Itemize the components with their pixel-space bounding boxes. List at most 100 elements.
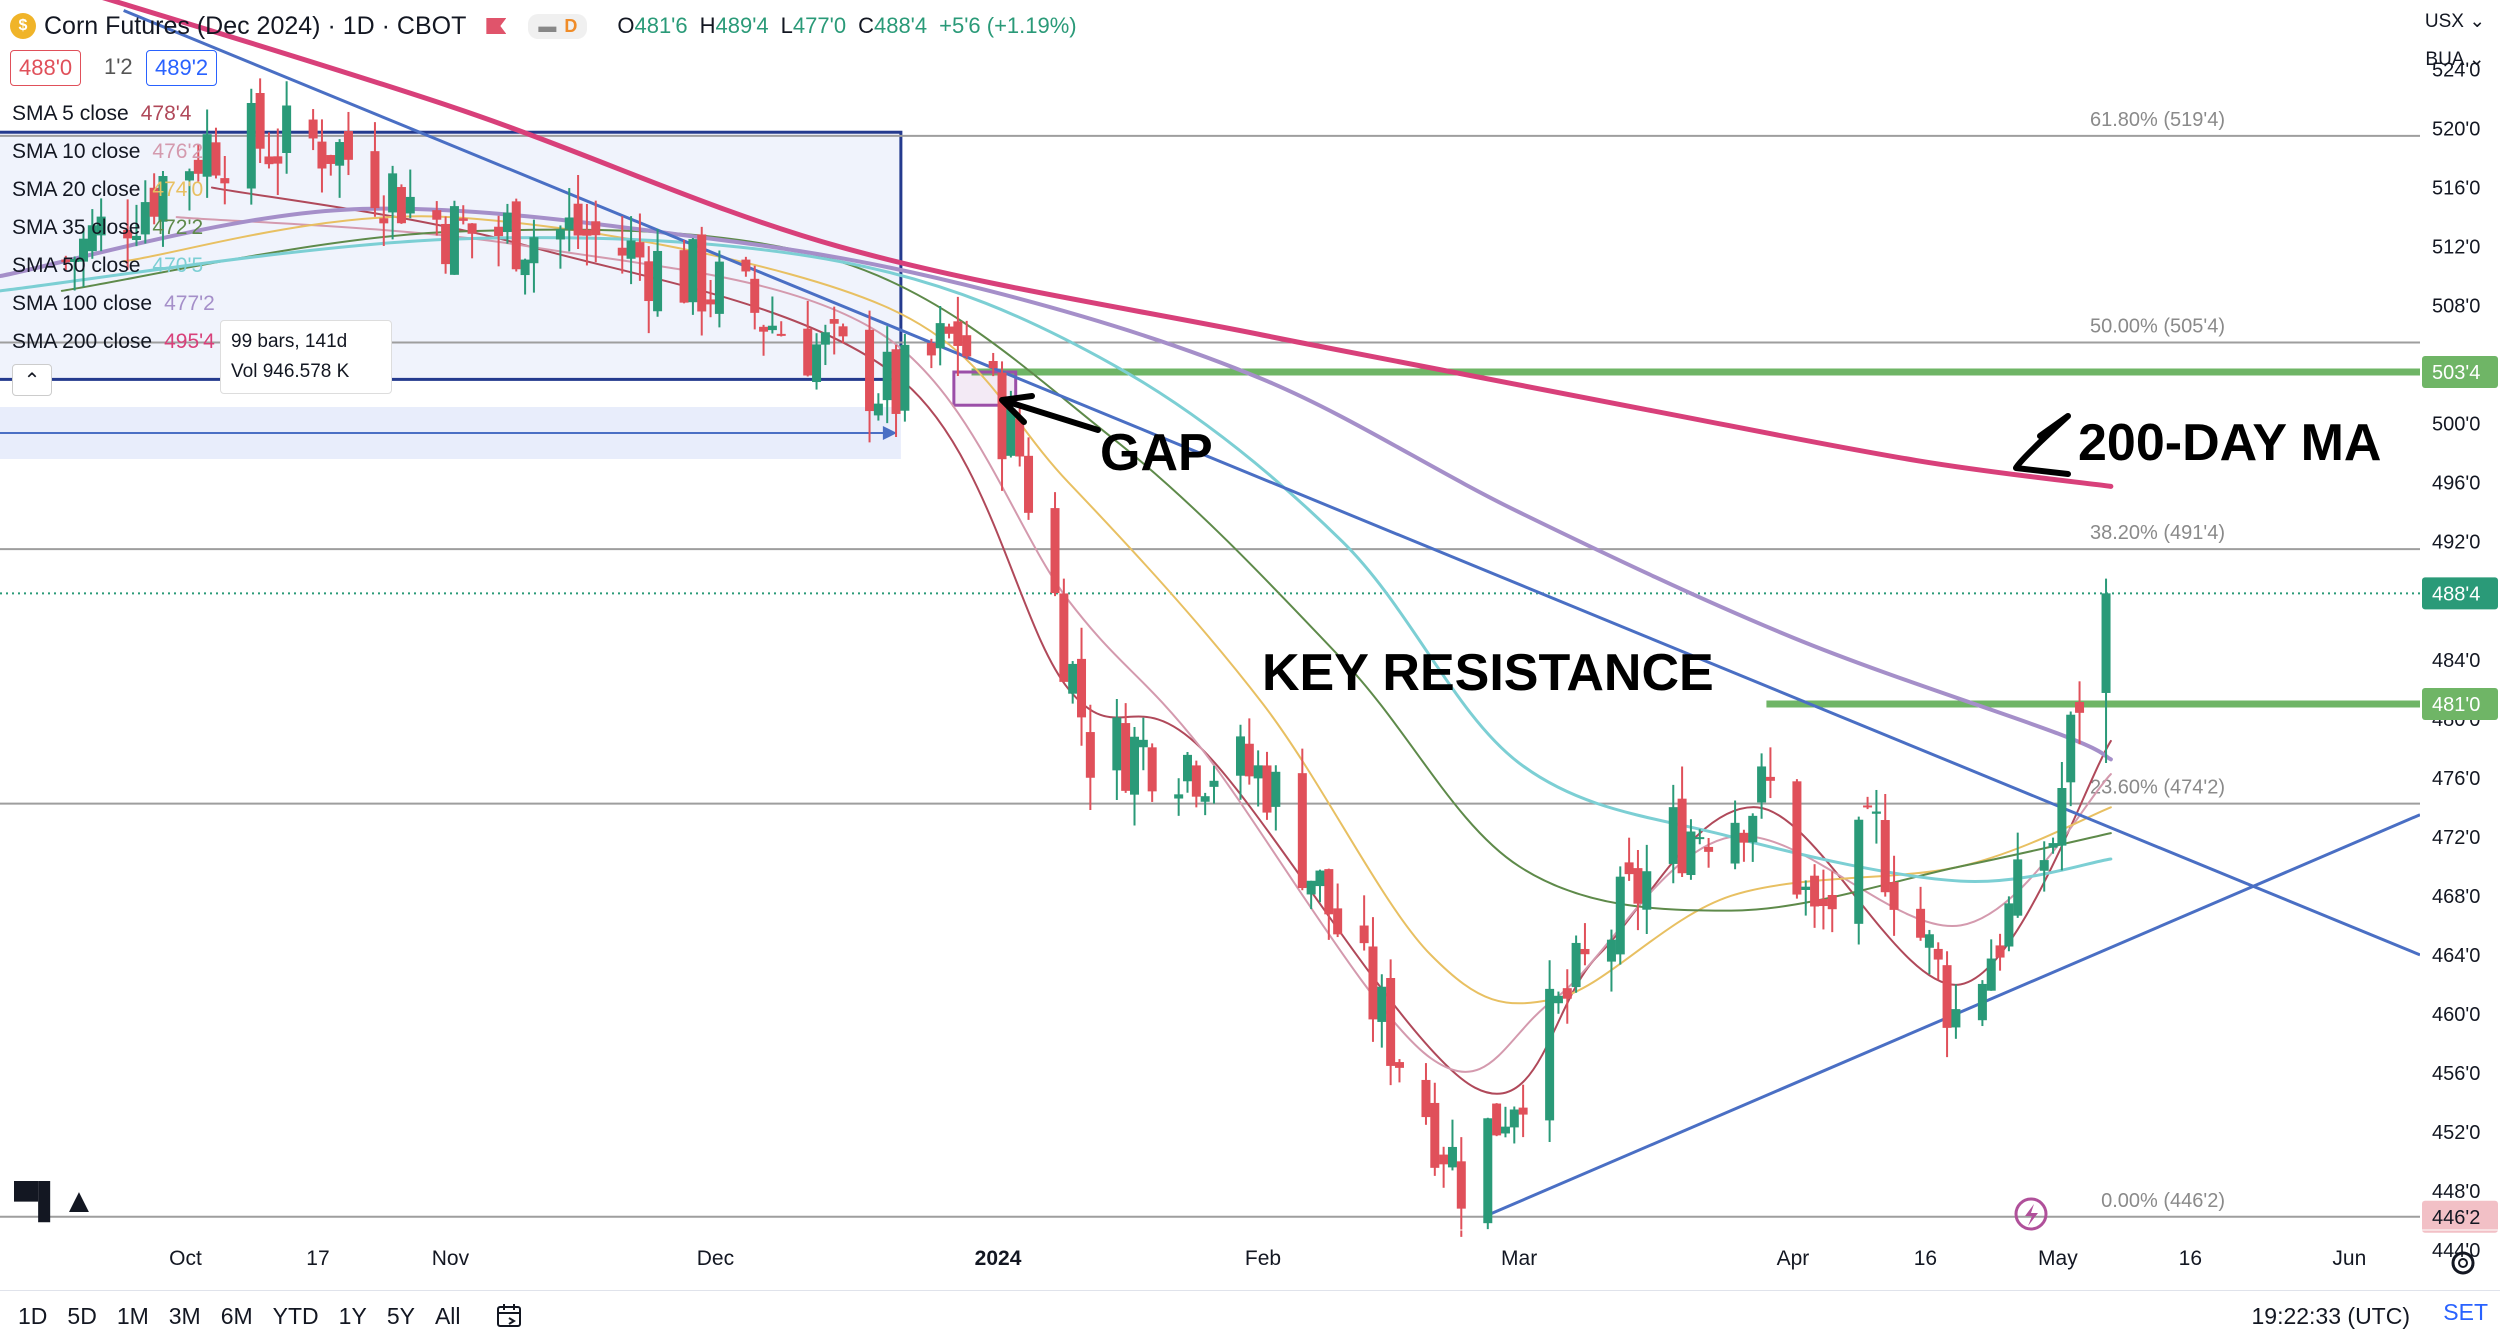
candle-body[interactable] <box>1500 1126 1510 1134</box>
candle-body[interactable] <box>1509 1109 1519 1128</box>
candle-body[interactable] <box>2004 903 2014 947</box>
candle-body[interactable] <box>1253 765 1263 779</box>
candle-body[interactable] <box>1235 736 1245 776</box>
candle-body[interactable] <box>697 234 707 312</box>
candle-body[interactable] <box>1439 1154 1449 1165</box>
candle-body[interactable] <box>626 240 636 259</box>
candle-body[interactable] <box>1977 983 1987 1021</box>
candle-body[interactable] <box>1359 925 1369 944</box>
candle-body[interactable] <box>1174 794 1184 799</box>
candle-body[interactable] <box>882 351 892 401</box>
candle-body[interactable] <box>953 321 963 346</box>
sma-legend-item[interactable]: SMA 5 close 478'4 <box>12 102 191 126</box>
candle-body[interactable] <box>653 250 663 312</box>
candle-body[interactable] <box>1377 986 1387 1022</box>
candle-body[interactable] <box>1810 875 1820 907</box>
candle-body[interactable] <box>388 173 398 213</box>
candle-body[interactable] <box>1606 939 1616 962</box>
candle-body[interactable] <box>812 344 822 383</box>
candle-body[interactable] <box>2057 787 2067 846</box>
candle-body[interactable] <box>282 105 292 153</box>
candle-body[interactable] <box>1050 508 1060 594</box>
candle-body[interactable] <box>396 187 406 224</box>
tradingview-logo[interactable]: ▀▌▲ <box>14 1181 96 1223</box>
sma-legend-item[interactable]: SMA 35 close 472'2 <box>12 216 203 240</box>
sma-legend-item[interactable]: SMA 10 close 476'2 <box>12 140 203 164</box>
candle-body[interactable] <box>1518 1107 1528 1115</box>
candle-body[interactable] <box>511 201 521 270</box>
candle-body[interactable] <box>2066 714 2076 783</box>
candle-body[interactable] <box>405 196 415 214</box>
candle-body[interactable] <box>944 326 954 334</box>
candle-body[interactable] <box>1430 1102 1440 1168</box>
candle-body[interactable] <box>1545 988 1555 1121</box>
candle-body[interactable] <box>1704 846 1714 852</box>
candle-body[interactable] <box>1015 418 1025 457</box>
candle-body[interactable] <box>776 333 786 336</box>
candle-body[interactable] <box>1059 593 1069 682</box>
candle-body[interactable] <box>149 187 159 217</box>
candle-body[interactable] <box>326 155 336 164</box>
settlement-button[interactable]: SET <box>2443 1299 2488 1325</box>
candle-body[interactable] <box>379 218 389 224</box>
candle-body[interactable] <box>317 141 327 169</box>
candle-body[interactable] <box>1244 743 1254 777</box>
candle-body[interactable] <box>96 216 106 236</box>
candle-body[interactable] <box>838 326 848 337</box>
candle-body[interactable] <box>123 229 133 239</box>
candle-body[interactable] <box>1757 766 1767 803</box>
timeframe-button[interactable]: YTD <box>272 1302 319 1329</box>
candle-body[interactable] <box>617 247 627 256</box>
candle-body[interactable] <box>529 237 539 264</box>
candle-body[interactable] <box>679 250 689 303</box>
candle-body[interactable] <box>1624 862 1634 875</box>
candle-body[interactable] <box>1571 942 1581 988</box>
timeframe-button[interactable]: 1D <box>18 1302 48 1329</box>
candle-body[interactable] <box>78 238 88 262</box>
collapse-legend-button[interactable]: ⌃ <box>12 364 52 396</box>
candle-body[interactable] <box>1562 988 1572 999</box>
candle-body[interactable] <box>1447 1146 1457 1168</box>
candle-body[interactable] <box>706 299 716 305</box>
candle-body[interactable] <box>1333 908 1343 935</box>
candle-body[interactable] <box>803 328 813 376</box>
candle-body[interactable] <box>1262 765 1272 813</box>
candle-body[interactable] <box>343 131 353 160</box>
timeframe-button[interactable]: 5Y <box>386 1302 415 1329</box>
candle-body[interactable] <box>573 203 583 236</box>
candle-body[interactable] <box>1933 948 1943 960</box>
sma-legend-item[interactable]: SMA 200 close 495'4 <box>12 330 215 354</box>
candle-body[interactable] <box>1827 894 1837 910</box>
candle-body[interactable] <box>1942 965 1952 1028</box>
candle-body[interactable] <box>1394 1062 1404 1068</box>
candle-body[interactable] <box>1642 871 1652 910</box>
candle-body[interactable] <box>873 403 883 416</box>
candle-body[interactable] <box>220 178 230 184</box>
candle-body[interactable] <box>714 261 724 314</box>
candle-body[interactable] <box>1138 739 1148 748</box>
candle-body[interactable] <box>441 223 451 265</box>
price-axis[interactable] <box>2420 0 2500 1290</box>
candle-body[interactable] <box>202 134 212 177</box>
candle-body[interactable] <box>1200 796 1210 802</box>
candle-body[interactable] <box>1147 747 1157 792</box>
candle-body[interactable] <box>61 259 71 263</box>
timeframe-button[interactable]: 1Y <box>338 1302 367 1329</box>
candle-body[interactable] <box>891 349 901 414</box>
candle-body[interactable] <box>184 171 194 181</box>
candle-body[interactable] <box>1951 1009 1961 1028</box>
candle-body[interactable] <box>1121 723 1131 791</box>
candle-body[interactable] <box>467 223 477 234</box>
candle-body[interactable] <box>2013 859 2023 916</box>
candle-body[interactable] <box>211 142 221 176</box>
candle-body[interactable] <box>2101 593 2111 693</box>
candle-body[interactable] <box>1924 934 1934 948</box>
candle-body[interactable] <box>1686 831 1696 875</box>
unit-select[interactable]: BUA ⌄ <box>2425 49 2485 70</box>
candle-body[interactable] <box>255 93 265 149</box>
calendar-icon[interactable] <box>495 1302 523 1330</box>
candle-body[interactable] <box>1995 945 2005 958</box>
candle-body[interactable] <box>591 221 601 236</box>
candle-body[interactable] <box>458 218 468 221</box>
candle-body[interactable] <box>1191 765 1201 797</box>
